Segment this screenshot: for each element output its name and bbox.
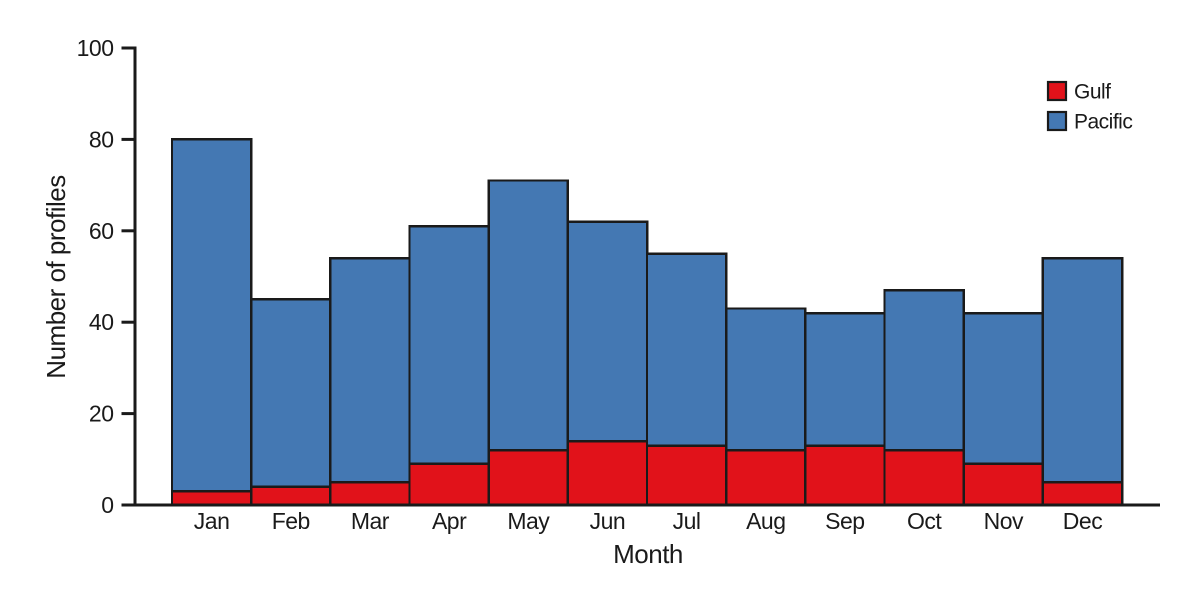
- bar-segment-pacific-jan: [170, 138, 253, 493]
- legend: Gulf Pacific: [1046, 80, 1133, 134]
- bar-segment-pacific-aug: [725, 307, 807, 452]
- bar-segment-pacific-feb: [249, 298, 332, 488]
- x-tick-label: Aug: [746, 508, 785, 534]
- bar-segment-gulf-jan: [170, 490, 253, 507]
- y-tick-label: 20: [89, 401, 114, 427]
- bar-segment-pacific-jul: [645, 252, 728, 447]
- x-tick-label: Feb: [272, 508, 310, 534]
- legend-swatch-pacific: [1046, 110, 1068, 132]
- bar-segment-pacific-may: [487, 179, 570, 452]
- bar-segment-pacific-oct: [883, 289, 965, 452]
- legend-label-pacific: Pacific: [1074, 111, 1132, 134]
- x-tick-label: Jun: [590, 508, 626, 534]
- bar-segment-pacific-apr: [408, 224, 490, 466]
- bar-segment-pacific-nov: [962, 311, 1045, 466]
- bar-segment-gulf-sep: [804, 444, 886, 507]
- x-tick-label: Nov: [984, 508, 1024, 534]
- legend-swatch-gulf: [1046, 80, 1068, 102]
- bar-segment-gulf-apr: [408, 462, 490, 507]
- bar-segment-pacific-dec: [1041, 257, 1124, 484]
- bar-segment-gulf-jul: [645, 444, 728, 507]
- x-tick-label: Dec: [1063, 508, 1102, 534]
- x-tick-label: May: [507, 508, 550, 534]
- x-axis-label: Month: [613, 539, 683, 569]
- x-tick-labels-group: Jan Feb Mar Apr May Jun Jul Aug Sep Oct Nov Dec: [194, 508, 1103, 534]
- bar-segment-pacific-jun: [566, 220, 649, 443]
- x-tick-label: Jul: [673, 508, 701, 534]
- x-tick-label: Oct: [907, 508, 942, 534]
- bar-segment-pacific-mar: [329, 257, 411, 484]
- bar-segment-pacific-sep: [804, 311, 886, 447]
- y-tick-label: 40: [89, 309, 114, 335]
- bars-group: [170, 138, 1124, 507]
- bar-segment-gulf-dec: [1041, 480, 1124, 507]
- bar-segment-gulf-oct: [883, 449, 965, 507]
- x-tick-label: Jan: [194, 508, 230, 534]
- y-tick-label: 0: [101, 492, 113, 518]
- axes-group: [121, 46, 1160, 507]
- bar-segment-gulf-mar: [329, 480, 411, 507]
- y-tick-labels-group: 0 20 40 60 80 100: [77, 35, 114, 518]
- y-tick-label: 60: [89, 218, 114, 244]
- x-tick-label: Mar: [351, 508, 390, 534]
- bar-segment-gulf-nov: [962, 462, 1045, 507]
- bar-segment-gulf-may: [487, 449, 570, 507]
- bar-segment-gulf-aug: [725, 449, 807, 507]
- y-tick-label: 80: [89, 126, 114, 152]
- x-tick-label: Sep: [825, 508, 864, 534]
- y-axis-label: Number of profiles: [41, 175, 71, 379]
- bar-segment-gulf-jun: [566, 439, 649, 507]
- legend-label-gulf: Gulf: [1074, 81, 1111, 104]
- bar-segment-gulf-feb: [249, 485, 332, 507]
- x-tick-label: Apr: [432, 508, 467, 534]
- y-tick-label: 100: [77, 35, 114, 61]
